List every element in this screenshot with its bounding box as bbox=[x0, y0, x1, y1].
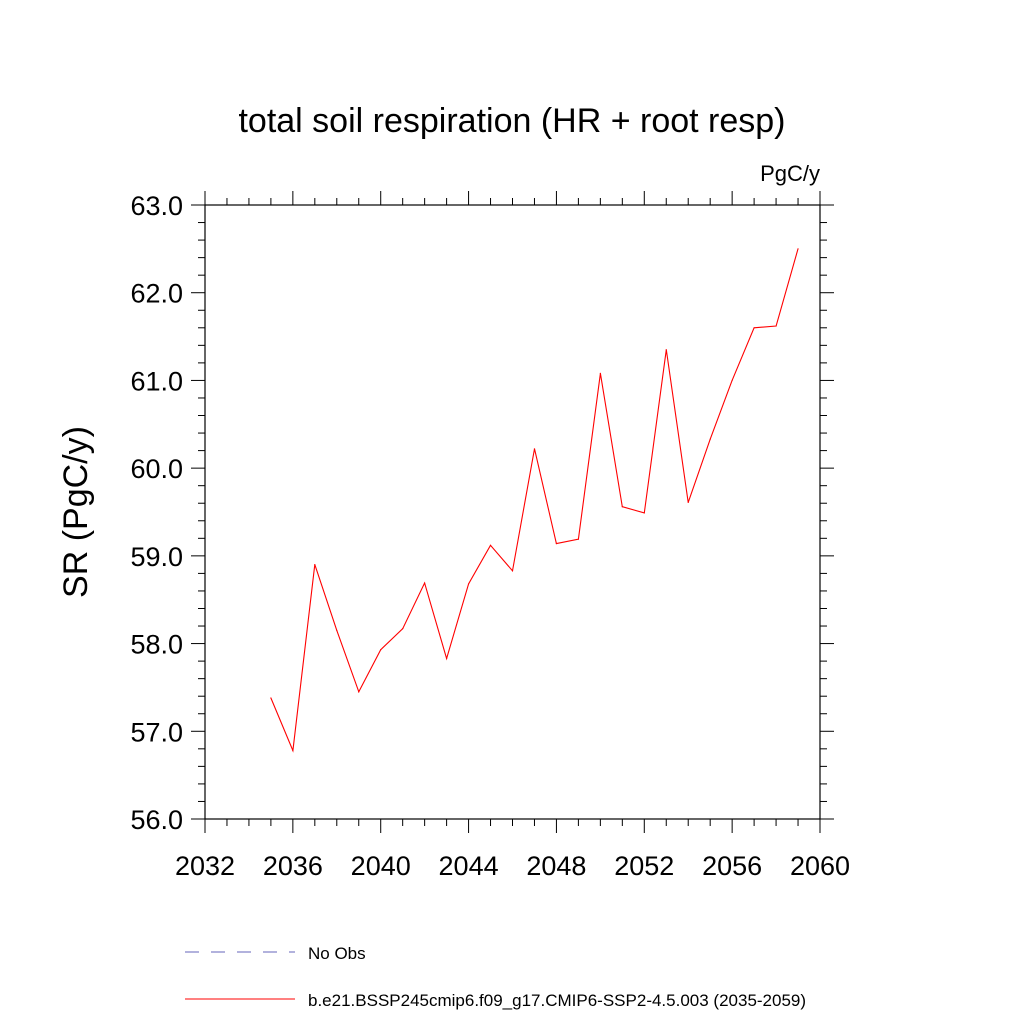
y-tick-labels: 56.0 57.0 58.0 59.0 60.0 61.0 62.0 63.0 bbox=[130, 191, 183, 835]
y-tick-label: 59.0 bbox=[130, 542, 183, 572]
x-tick-label: 2040 bbox=[351, 851, 411, 881]
x-tick-label: 2060 bbox=[790, 851, 850, 881]
y-tick-label: 62.0 bbox=[130, 279, 183, 309]
data-point bbox=[467, 583, 470, 585]
data-point bbox=[709, 438, 711, 440]
data-point bbox=[402, 628, 404, 630]
y-tick-label: 61.0 bbox=[130, 366, 183, 396]
x-tick-label: 2056 bbox=[702, 851, 762, 881]
data-point bbox=[380, 649, 382, 651]
y-tick-label: 60.0 bbox=[130, 454, 183, 484]
x-tick-label: 2044 bbox=[439, 851, 499, 881]
chart-title: total soil respiration (HR + root resp) bbox=[238, 102, 785, 140]
data-point bbox=[599, 372, 601, 375]
axis-ticks bbox=[191, 191, 834, 833]
y-tick-label: 58.0 bbox=[130, 630, 183, 660]
data-point bbox=[775, 325, 777, 327]
y-tick-label: 57.0 bbox=[130, 717, 183, 747]
y-tick-label: 56.0 bbox=[130, 805, 183, 835]
legend: No Obs b.e21.BSSP245cmip6.f09_g17.CMIP6-… bbox=[185, 944, 806, 1010]
data-point bbox=[489, 544, 492, 546]
data-point bbox=[533, 448, 536, 450]
series-line bbox=[270, 248, 799, 753]
series-group bbox=[270, 248, 799, 753]
units-label: PgC/y bbox=[760, 161, 820, 186]
legend-label-no-obs: No Obs bbox=[308, 944, 366, 963]
data-point bbox=[270, 697, 272, 699]
data-point bbox=[621, 506, 623, 508]
plot-frame bbox=[204, 204, 821, 820]
data-point bbox=[292, 749, 294, 752]
y-axis-label: SR (PgC/y) bbox=[57, 426, 95, 598]
data-point bbox=[665, 349, 667, 351]
data-point bbox=[687, 501, 689, 503]
data-point bbox=[424, 582, 426, 584]
data-point bbox=[797, 248, 799, 250]
x-tick-label: 2032 bbox=[175, 851, 235, 881]
x-tick-label: 2036 bbox=[263, 851, 323, 881]
y-tick-label: 63.0 bbox=[130, 191, 183, 221]
data-point bbox=[446, 657, 448, 660]
x-tick-label: 2052 bbox=[614, 851, 674, 881]
x-tick-label: 2048 bbox=[526, 851, 586, 881]
x-tick-labels: 2032 2036 2040 2044 2048 2052 2056 2060 bbox=[175, 851, 850, 881]
data-point bbox=[731, 379, 733, 382]
data-point bbox=[314, 564, 316, 566]
data-point bbox=[358, 691, 360, 693]
data-point bbox=[511, 570, 514, 572]
data-point bbox=[753, 327, 755, 329]
data-point bbox=[555, 542, 558, 545]
data-point bbox=[643, 512, 645, 514]
data-point bbox=[336, 629, 338, 632]
data-point bbox=[577, 538, 579, 540]
legend-label-model: b.e21.BSSP245cmip6.f09_g17.CMIP6-SSP2-4.… bbox=[308, 991, 806, 1010]
